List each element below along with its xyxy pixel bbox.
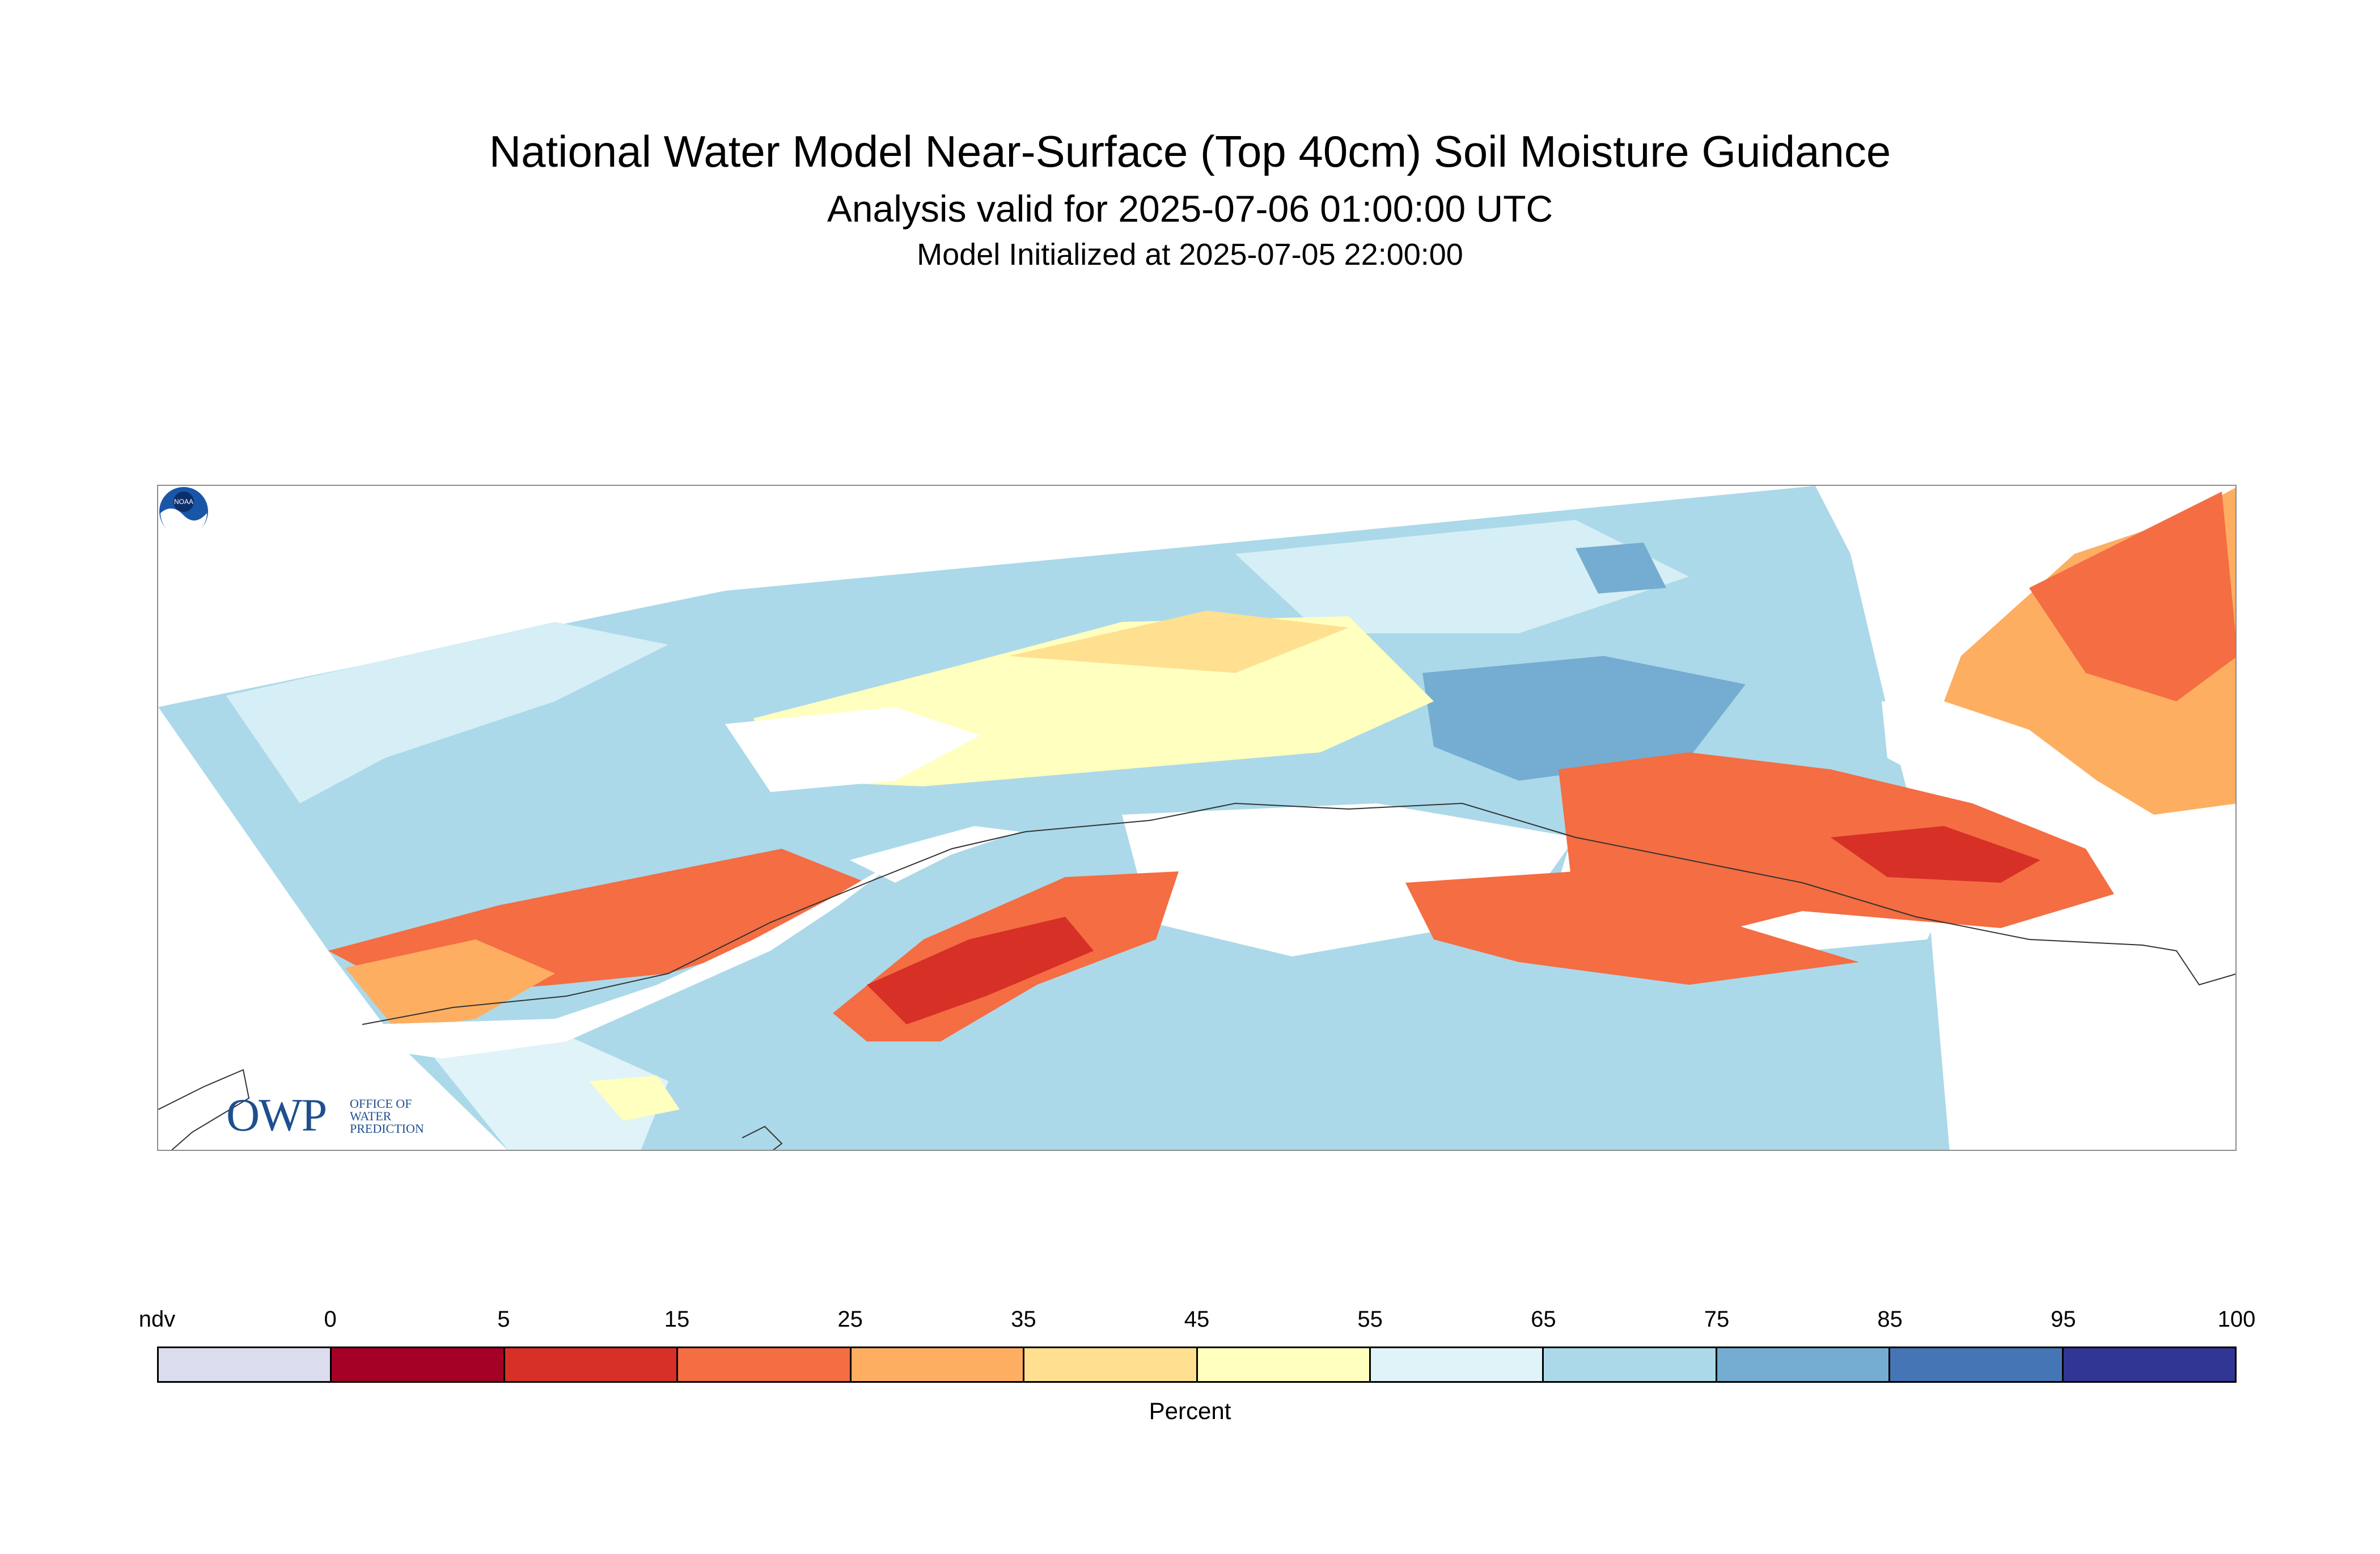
legend-tick-label: 100 bbox=[2217, 1307, 2256, 1332]
owp-logo-text: OFFICE OF WATER PREDICTION bbox=[350, 1096, 424, 1136]
legend-swatch bbox=[332, 1348, 505, 1381]
legend-swatch bbox=[678, 1348, 852, 1381]
moisture-zone-orange bbox=[345, 939, 555, 1030]
moisture-zone-blue bbox=[1422, 656, 1746, 781]
legend-swatch bbox=[1717, 1348, 1891, 1381]
legend-tick-label: 85 bbox=[1877, 1307, 1903, 1332]
legend-swatch bbox=[505, 1348, 679, 1381]
legend-tick-label: 75 bbox=[1704, 1307, 1730, 1332]
moisture-zone-pale bbox=[430, 1030, 668, 1150]
legend-swatch bbox=[1890, 1348, 2064, 1381]
legend-swatch bbox=[159, 1348, 332, 1381]
bay-water bbox=[362, 854, 907, 1058]
coastline bbox=[362, 802, 2235, 1025]
model-init-time: Model Initialized at 2025-07-05 22:00:00 bbox=[917, 238, 1463, 272]
legend-tick-label: 0 bbox=[324, 1307, 337, 1332]
moisture-zone-light-blue bbox=[226, 622, 668, 803]
legend-tick-label: 95 bbox=[2051, 1307, 2076, 1332]
map-title: National Water Model Near-Surface (Top 4… bbox=[489, 126, 1891, 176]
coastline bbox=[158, 1069, 250, 1150]
legend-unit: Percent bbox=[1149, 1398, 1231, 1424]
moisture-zone-red-orange bbox=[1405, 871, 1859, 985]
moisture-zone-red bbox=[1831, 826, 2040, 883]
bay-water bbox=[850, 826, 1020, 883]
color-legend bbox=[157, 1346, 2237, 1383]
svg-text:NOAA: NOAA bbox=[174, 498, 193, 506]
legend-tick-label: ndv bbox=[138, 1307, 176, 1332]
moisture-zone-red bbox=[867, 917, 1094, 1024]
legend-tick-label: 25 bbox=[837, 1307, 863, 1332]
owp-logo: OWP OFFICE OF WATER PREDICTION bbox=[226, 1090, 453, 1141]
map-canvas bbox=[158, 486, 2235, 1150]
legend-tick-label: 15 bbox=[664, 1307, 690, 1332]
legend-tick-label: 35 bbox=[1011, 1307, 1036, 1332]
legend-swatch bbox=[1370, 1348, 1544, 1381]
legend-swatch bbox=[1024, 1348, 1198, 1381]
moisture-zone-red-orange bbox=[2029, 492, 2235, 701]
soil-moisture-map: OWP OFFICE OF WATER PREDICTION NOAA bbox=[157, 485, 2237, 1151]
noaa-logo: NOAA bbox=[159, 487, 208, 536]
moisture-zone-yellow bbox=[1009, 611, 1349, 673]
legend-swatch bbox=[851, 1348, 1025, 1381]
moisture-zone-yellow bbox=[589, 1075, 680, 1121]
legend-tick-label: 65 bbox=[1531, 1307, 1556, 1332]
legend-swatch bbox=[2063, 1348, 2235, 1381]
legend-tick-labels: ndv 0 5 15 25 35 45 55 65 75 85 95 100 bbox=[139, 1307, 2256, 1335]
legend-swatch bbox=[1544, 1348, 1717, 1381]
legend-tick-label: 5 bbox=[497, 1307, 510, 1332]
owp-logo-letters: OWP bbox=[226, 1089, 327, 1141]
legend-tick-label: 45 bbox=[1184, 1307, 1210, 1332]
moisture-zone-red-orange bbox=[1559, 752, 2114, 939]
legend-swatch bbox=[1197, 1348, 1371, 1381]
legend-tick-label: 55 bbox=[1357, 1307, 1383, 1332]
moisture-zone-blue bbox=[1576, 543, 1666, 594]
snow-area bbox=[725, 707, 980, 792]
analysis-valid-time: Analysis valid for 2025-07-06 01:00:00 U… bbox=[827, 188, 1553, 230]
coastline bbox=[742, 1125, 783, 1150]
